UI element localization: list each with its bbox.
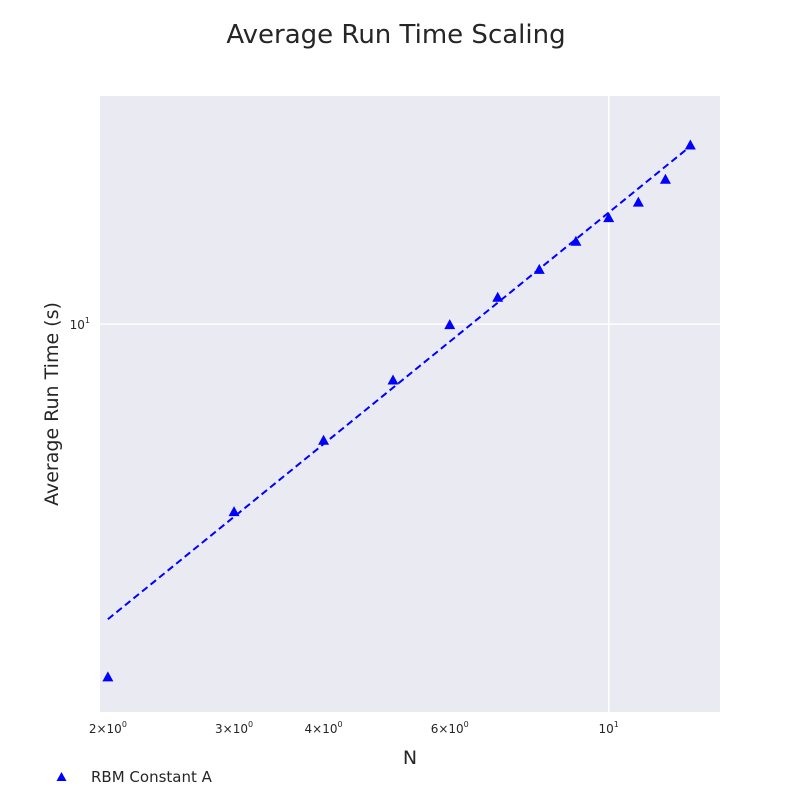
data-point bbox=[444, 319, 456, 330]
data-point bbox=[570, 235, 582, 246]
data-point bbox=[492, 291, 504, 302]
data-point bbox=[632, 196, 644, 207]
x-tick-label: 4×100 bbox=[305, 720, 343, 736]
fit-line-layer bbox=[107, 145, 691, 621]
data-point bbox=[387, 374, 399, 385]
x-tick-label: 6×100 bbox=[431, 720, 469, 736]
x-tick-label: 2×100 bbox=[89, 720, 127, 736]
plot-area bbox=[100, 96, 720, 712]
data-point bbox=[659, 173, 671, 184]
data-point bbox=[684, 139, 696, 150]
grid-layer bbox=[100, 96, 720, 712]
legend: RBM Constant A bbox=[56, 768, 213, 786]
data-point bbox=[318, 434, 330, 445]
x-axis-label: N bbox=[403, 747, 417, 769]
data-point bbox=[228, 506, 240, 517]
x-tick-label: 101 bbox=[599, 720, 619, 736]
x-tick-label: 3×100 bbox=[215, 720, 253, 736]
legend-marker bbox=[56, 772, 67, 781]
x-tick-labels: 2×100 3×100 4×100 6×100 101 bbox=[89, 720, 619, 736]
y-axis-label: Average Run Time (s) bbox=[41, 302, 63, 506]
y-tick-label: 101 bbox=[70, 316, 90, 332]
marker-layer bbox=[102, 139, 696, 682]
y-tick-labels: 101 bbox=[70, 316, 90, 332]
data-point bbox=[533, 263, 545, 274]
data-point bbox=[102, 671, 114, 682]
legend-label: RBM Constant A bbox=[91, 768, 213, 786]
fit-line bbox=[107, 145, 691, 621]
chart-title: Average Run Time Scaling bbox=[226, 20, 565, 50]
data-point bbox=[603, 212, 615, 223]
